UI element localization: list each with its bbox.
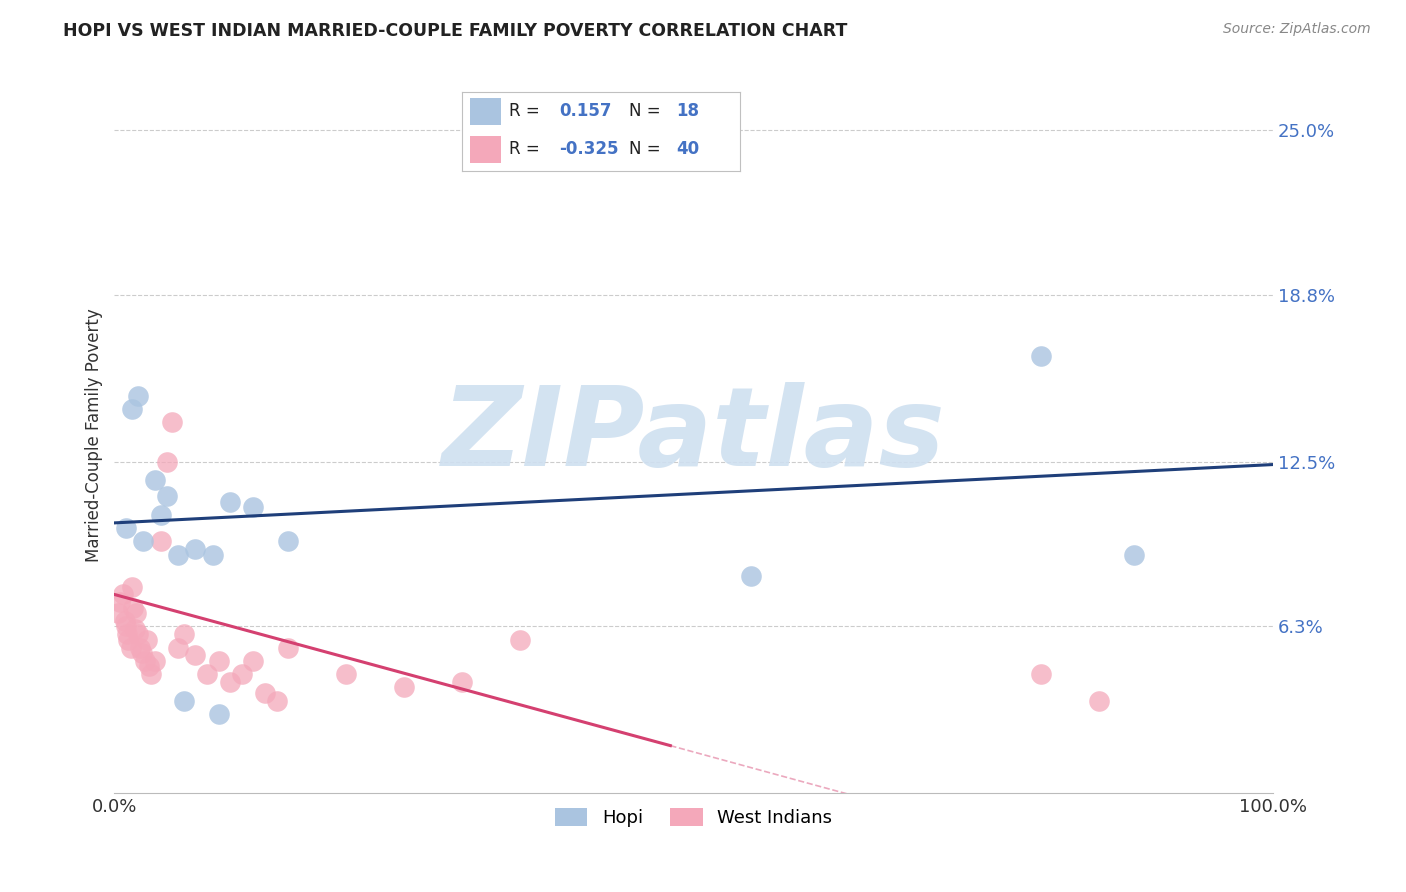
Point xyxy=(208,654,231,668)
Point xyxy=(125,606,148,620)
Point xyxy=(111,587,134,601)
Point xyxy=(135,632,157,647)
Point xyxy=(392,681,415,695)
Point xyxy=(509,632,531,647)
Point xyxy=(242,500,264,514)
Point xyxy=(121,401,143,416)
Y-axis label: Married-Couple Family Poverty: Married-Couple Family Poverty xyxy=(86,309,103,562)
Point xyxy=(124,622,146,636)
Point xyxy=(173,627,195,641)
Point xyxy=(115,521,138,535)
Point xyxy=(108,595,131,609)
Point xyxy=(149,534,172,549)
Point xyxy=(167,548,190,562)
Point xyxy=(184,542,207,557)
Legend: Hopi, West Indians: Hopi, West Indians xyxy=(548,801,839,834)
Text: ZIPatlas: ZIPatlas xyxy=(441,382,945,489)
Point xyxy=(167,640,190,655)
Point xyxy=(1088,693,1111,707)
Point xyxy=(114,614,136,628)
Point xyxy=(195,667,218,681)
Point xyxy=(173,693,195,707)
Point xyxy=(127,627,149,641)
Point xyxy=(451,675,474,690)
Point xyxy=(117,632,139,647)
Point xyxy=(132,534,155,549)
Point xyxy=(149,508,172,522)
Point xyxy=(740,569,762,583)
Point xyxy=(231,667,253,681)
Point xyxy=(266,693,288,707)
Point xyxy=(335,667,357,681)
Point xyxy=(128,640,150,655)
Point xyxy=(121,580,143,594)
Point xyxy=(115,619,138,633)
Point xyxy=(143,474,166,488)
Point xyxy=(155,455,177,469)
Point xyxy=(138,659,160,673)
Point xyxy=(120,640,142,655)
Point xyxy=(208,706,231,721)
Point xyxy=(141,667,163,681)
Point xyxy=(122,600,145,615)
Point xyxy=(127,389,149,403)
Point xyxy=(277,534,299,549)
Point xyxy=(201,548,224,562)
Point xyxy=(107,606,129,620)
Point xyxy=(134,654,156,668)
Point xyxy=(1029,349,1052,363)
Point xyxy=(184,648,207,663)
Point xyxy=(219,675,242,690)
Text: HOPI VS WEST INDIAN MARRIED-COUPLE FAMILY POVERTY CORRELATION CHART: HOPI VS WEST INDIAN MARRIED-COUPLE FAMIL… xyxy=(63,22,848,40)
Point xyxy=(155,489,177,503)
Point xyxy=(143,654,166,668)
Point xyxy=(253,685,276,699)
Point xyxy=(242,654,264,668)
Point xyxy=(131,646,153,660)
Point xyxy=(277,640,299,655)
Point xyxy=(115,627,138,641)
Text: Source: ZipAtlas.com: Source: ZipAtlas.com xyxy=(1223,22,1371,37)
Point xyxy=(219,494,242,508)
Point xyxy=(162,415,184,429)
Point xyxy=(1122,548,1144,562)
Point xyxy=(1029,667,1052,681)
